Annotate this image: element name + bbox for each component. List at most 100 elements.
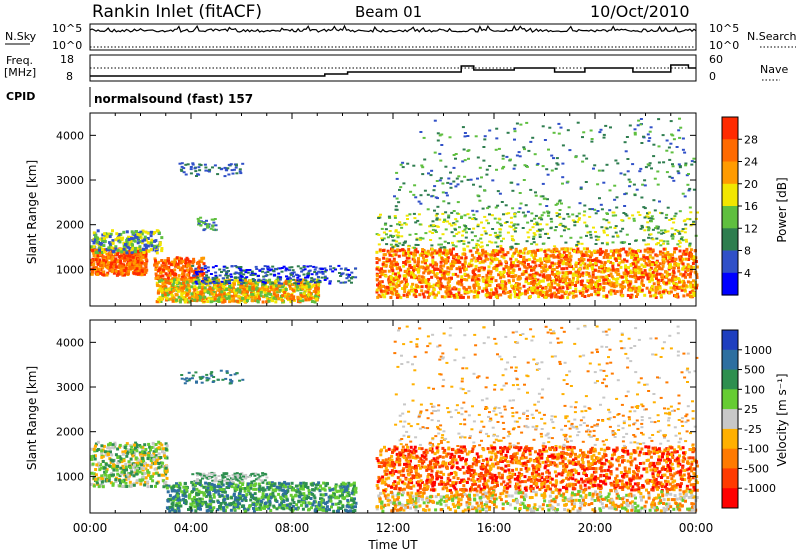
data-cell — [661, 264, 665, 268]
data-cell — [159, 271, 163, 275]
data-cell — [524, 204, 528, 207]
data-cell — [208, 286, 212, 290]
data-cell — [605, 275, 609, 279]
data-cell — [101, 248, 104, 252]
data-cell — [280, 270, 284, 273]
data-cell — [407, 256, 411, 260]
data-cell — [596, 210, 600, 212]
data-cell — [433, 185, 437, 188]
data-cell — [402, 274, 406, 278]
data-cell — [588, 274, 592, 278]
data-cell — [299, 296, 302, 300]
data-cell — [690, 289, 694, 293]
data-cell — [387, 251, 391, 255]
data-cell — [664, 216, 668, 219]
data-cell — [183, 276, 187, 280]
data-cell — [642, 272, 646, 276]
data-cell — [165, 292, 169, 296]
data-cell — [245, 284, 249, 288]
data-cell — [105, 273, 109, 277]
data-cell — [412, 164, 416, 167]
data-cell — [451, 244, 455, 247]
data-cell — [688, 254, 692, 258]
data-cell — [532, 283, 535, 287]
data-cell — [228, 279, 231, 282]
data-cell — [562, 267, 566, 271]
data-cell — [416, 244, 420, 246]
data-cell — [296, 285, 300, 289]
data-cell — [225, 276, 229, 279]
data-cell — [433, 229, 437, 232]
data-cell — [100, 260, 104, 264]
data-cell — [671, 235, 675, 238]
data-cell — [553, 229, 557, 232]
data-cell — [165, 259, 169, 263]
data-cell — [389, 275, 393, 279]
data-cell — [199, 164, 203, 167]
data-cell — [160, 236, 164, 240]
data-cell — [139, 263, 143, 267]
data-cell — [426, 290, 430, 294]
data-cell — [159, 284, 163, 288]
data-cell — [662, 242, 665, 245]
data-cell — [546, 275, 550, 279]
data-cell — [577, 242, 581, 245]
data-cell — [593, 268, 597, 272]
data-cell — [455, 212, 459, 215]
data-cell — [689, 283, 693, 287]
data-cell — [464, 225, 468, 228]
data-cell — [598, 252, 602, 256]
data-cell — [337, 280, 341, 283]
data-cell — [540, 265, 544, 269]
data-cell — [555, 157, 559, 160]
data-cell — [452, 286, 456, 290]
data-cell — [673, 250, 676, 254]
data-cell — [572, 267, 576, 271]
data-cell — [269, 286, 273, 290]
data-cell — [299, 288, 303, 292]
data-cell — [522, 258, 525, 262]
data-cell — [180, 162, 184, 165]
data-cell — [648, 255, 652, 259]
data-cell — [678, 255, 682, 259]
data-cell — [470, 253, 474, 257]
data-cell — [564, 254, 568, 257]
data-cell — [622, 247, 626, 251]
data-cell — [137, 265, 141, 269]
data-cell — [632, 262, 635, 266]
data-cell — [192, 274, 196, 277]
data-cell — [294, 273, 298, 276]
data-cell — [254, 281, 258, 285]
data-cell — [664, 289, 668, 293]
data-cell — [447, 242, 450, 245]
data-cell — [386, 249, 390, 253]
nave-label: Nave — [760, 63, 788, 76]
data-cell — [660, 279, 664, 282]
data-cell — [649, 220, 653, 223]
data-cell — [653, 263, 657, 267]
data-cell — [197, 223, 200, 226]
data-cell — [591, 208, 594, 211]
data-cell — [137, 269, 141, 273]
data-cell — [420, 164, 424, 167]
data-cell — [394, 253, 398, 257]
data-cell — [487, 277, 491, 281]
data-cell — [186, 258, 190, 262]
data-cell — [205, 271, 209, 274]
data-cell — [512, 167, 516, 170]
data-cell — [579, 187, 583, 190]
data-cell — [470, 278, 474, 282]
data-cell — [453, 223, 457, 226]
data-cell — [502, 237, 505, 240]
data-cell — [128, 247, 132, 250]
data-cell — [478, 267, 482, 271]
data-cell — [656, 287, 660, 291]
data-cell — [391, 239, 395, 242]
data-cell — [476, 177, 479, 180]
data-cell — [452, 180, 456, 183]
data-cell — [521, 262, 525, 266]
data-cell — [604, 267, 608, 270]
data-cell — [416, 268, 420, 272]
data-cell — [483, 266, 486, 270]
data-cell — [651, 278, 654, 282]
